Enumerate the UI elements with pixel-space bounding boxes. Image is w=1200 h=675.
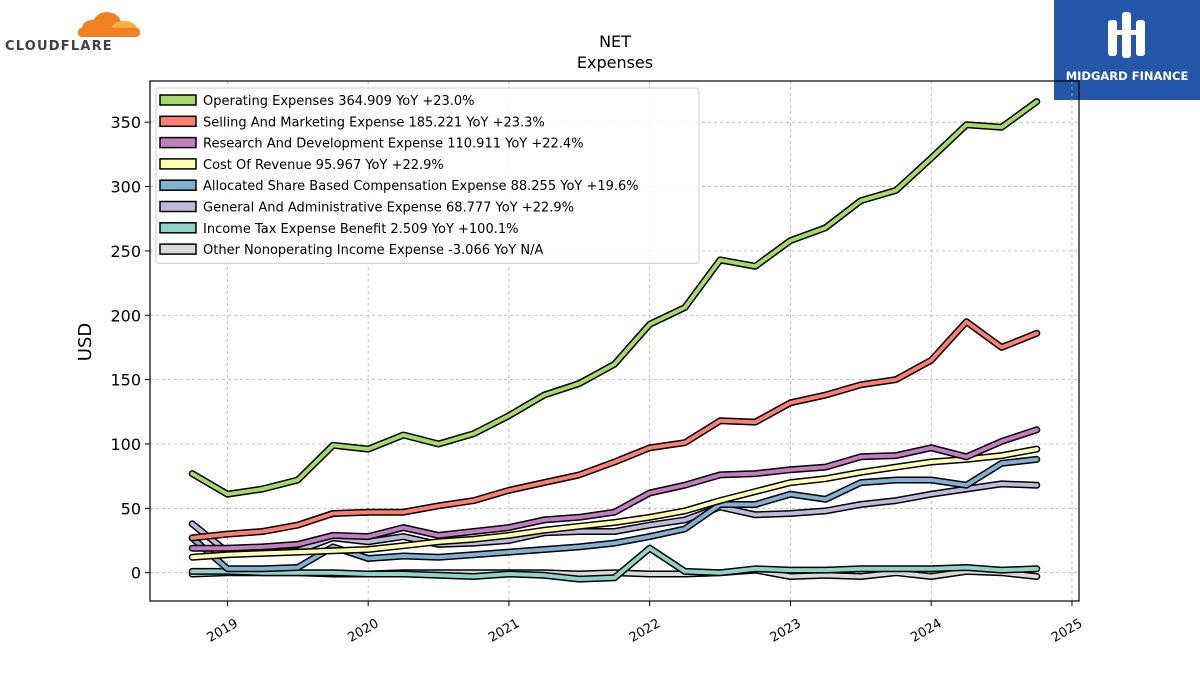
midgard-finance-logo: MIDGARD FINANCE [1054,0,1200,100]
legend-swatch [159,158,197,170]
series-layer [188,98,1041,583]
chart-subtitle: Expenses [577,53,653,72]
legend-item: Other Nonoperating Income Expense -3.066… [159,243,543,258]
x-tick-label: 2019 [205,616,241,646]
y-tick-label: 150 [110,371,141,390]
legend-swatch [159,243,197,255]
series-operating-expenses [188,98,1041,498]
x-tick-label: 2022 [627,616,663,646]
series-line [190,447,1039,560]
y-tick-label: 100 [110,435,141,454]
x-tick-label: 2020 [345,616,381,646]
legend-label: General And Administrative Expense 68.77… [203,201,574,216]
legend-label: Income Tax Expense Benefit 2.509 YoY +10… [203,222,518,237]
x-axis: 2019 2020 2021 2022 2023 2024 2025 [205,601,1085,646]
legend-item: Cost Of Revenue 95.967 YoY +22.9% [159,158,444,173]
x-tick-label: 2024 [908,616,944,646]
legend-item: Operating Expenses 364.909 YoY +23.0% [159,94,475,109]
cloud-icon [78,12,140,37]
legend-item: Allocated Share Based Compensation Expen… [159,179,639,194]
legend-label: Research And Development Expense 110.911… [203,137,584,152]
legend-label: Operating Expenses 364.909 YoY +23.0% [203,94,475,109]
legend-item: Selling And Marketing Expense 185.221 Yo… [159,115,545,130]
x-tick-label: 2025 [1049,616,1085,646]
y-tick-label: 0 [131,564,141,583]
legend-swatch [159,179,197,191]
legend-box [155,87,700,264]
y-tick-label: 50 [121,499,141,518]
series-selling-and-marketing-expense [188,318,1041,542]
series-line [190,99,1039,497]
cloudflare-wordmark: CLOUDFLARE [5,39,113,54]
y-tick-label: 300 [110,178,141,197]
y-tick-label: 350 [110,113,141,132]
legend-label: Cost Of Revenue 95.967 YoY +22.9% [203,158,444,173]
legend-swatch [159,200,197,213]
cloudflare-logo: CLOUDFLARE [4,4,144,54]
series-line [190,427,1039,551]
series-allocated-share-based-compensation-expense [188,455,1041,573]
legend-item: General And Administrative Expense 68.77… [159,200,574,216]
legend-label: Other Nonoperating Income Expense -3.066… [203,243,543,258]
midgard-emblem-icon [1108,12,1145,58]
legend-swatch [159,94,197,106]
x-tick-label: 2021 [486,616,522,646]
series-line [190,319,1039,540]
legend-item: Income Tax Expense Benefit 2.509 YoY +10… [159,222,518,237]
series-line [190,546,1039,582]
y-axis: 0 50 100 150 200 250 300 350 [110,113,150,583]
legend-swatch [159,136,197,149]
series-outline [188,318,1041,542]
y-axis-label: USD [75,323,96,361]
y-tick-label: 200 [110,306,141,325]
legend-item: Research And Development Expense 110.911… [159,136,584,152]
legend-swatch [159,222,197,234]
x-tick-label: 2023 [768,616,804,646]
y-tick-label: 250 [110,242,141,261]
legend-swatch [159,115,197,128]
chart-title: NET [599,32,631,51]
series-line [190,457,1039,571]
legend-label: Selling And Marketing Expense 185.221 Yo… [203,115,545,130]
series-cost-of-revenue [188,445,1041,561]
chart-legend: Operating Expenses 364.909 YoY +23.0% Sel… [155,87,700,264]
legend-label: Allocated Share Based Compensation Expen… [203,179,639,194]
midgard-wordmark: MIDGARD FINANCE [1066,69,1189,83]
plot-frame [149,80,1080,602]
series-income-tax-expense-benefit [188,544,1041,583]
series-research-and-development-expense [188,426,1041,552]
